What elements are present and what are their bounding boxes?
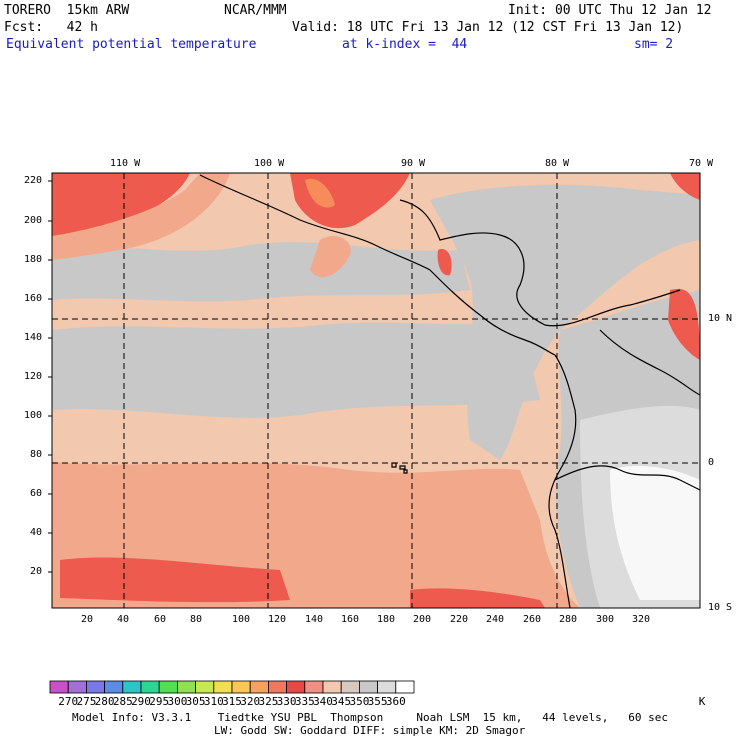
field-name: Equivalent potential temperature — [6, 37, 257, 52]
lat-label-10n: 10 N — [708, 313, 733, 324]
red-band-south — [60, 557, 290, 603]
x-tick: 40 — [117, 614, 130, 625]
valid-time: Valid: 18 UTC Fri 13 Jan 12 (12 CST Fri … — [292, 20, 684, 35]
colorbar-label: 295 — [149, 695, 170, 708]
red-spot-guatemala — [437, 249, 452, 276]
colorbar-label: 290 — [131, 695, 151, 708]
colorbar-label: 300 — [167, 695, 188, 708]
colorbar-label: 350 — [349, 695, 370, 708]
orange-spot-mexico — [305, 178, 335, 208]
y-tick: 140 — [24, 332, 43, 343]
y-tick: 20 — [30, 566, 43, 577]
y-tick: 200 — [24, 215, 43, 226]
y-tick: 40 — [30, 527, 43, 538]
coastline-south-america — [548, 354, 577, 609]
colorbar-label: 345 — [331, 695, 352, 708]
model-title: TORERO 15km ARW — [4, 3, 130, 18]
lon-label-100w: 100 W — [254, 158, 285, 169]
left-ticks — [48, 180, 52, 573]
y-tick: 60 — [30, 488, 43, 499]
y-tick: 80 — [30, 449, 43, 460]
model-info: Model Info: V3.3.1 Tiedtke YSU PBL Thomp… — [72, 711, 669, 724]
forecast-hour: Fcst: 42 h — [4, 20, 98, 35]
colorbar-label: 310 — [203, 695, 224, 708]
y-tick: 120 — [24, 371, 43, 382]
lon-label-110w: 110 W — [110, 158, 141, 169]
x-tick: 60 — [154, 614, 167, 625]
salmon-plume — [310, 235, 351, 278]
coastline-mexico-central-america — [199, 174, 556, 356]
colorbar-label: 330 — [276, 695, 297, 708]
lon-label-90w: 90 W — [401, 158, 426, 169]
red-region-southeast — [410, 588, 545, 608]
x-tick: 100 — [232, 614, 251, 625]
colorbar-label: 340 — [313, 695, 333, 708]
colorbar-label: 315 — [222, 695, 242, 708]
red-spot-north — [670, 173, 700, 200]
init-time: Init: 00 UTC Thu 12 Jan 12 — [508, 3, 712, 18]
coastline-caribbean — [399, 199, 681, 327]
colorbar-label: 285 — [112, 695, 133, 708]
level-info: at k-index = 44 — [342, 37, 468, 52]
colorbar-label: 275 — [76, 695, 97, 708]
x-tick: 260 — [523, 614, 542, 625]
y-tick: 100 — [24, 410, 43, 421]
x-tick: 20 — [81, 614, 94, 625]
x-tick: 200 — [413, 614, 432, 625]
gray-region-east — [430, 184, 700, 460]
x-tick: 80 — [190, 614, 203, 625]
y-tick: 180 — [24, 254, 43, 265]
red-region-caribbean — [668, 288, 700, 360]
y-tick: 220 — [24, 175, 43, 186]
lon-label-70w: 70 W — [689, 158, 714, 169]
colorbar-label: 360 — [385, 695, 406, 708]
colorbar-label: 305 — [185, 695, 206, 708]
x-tick: 320 — [632, 614, 651, 625]
white-region — [610, 465, 700, 600]
x-tick: 240 — [486, 614, 505, 625]
x-tick: 300 — [596, 614, 615, 625]
field-shading — [52, 173, 700, 608]
gray-region-middle — [52, 320, 540, 418]
colorbar-label: 270 — [58, 695, 79, 708]
lat-label-0: 0 — [708, 457, 715, 468]
x-tick: 280 — [559, 614, 578, 625]
red-region-northwest — [52, 173, 190, 236]
border-interior — [599, 329, 701, 396]
physics-info: LW: Godd SW: Goddard DIFF: simple KM: 2D… — [214, 724, 526, 737]
x-tick: 160 — [341, 614, 360, 625]
coastlines — [199, 174, 701, 609]
center-title: NCAR/MMM — [224, 3, 287, 18]
x-tick: 180 — [377, 614, 396, 625]
x-tick: 140 — [305, 614, 324, 625]
colorbar-label: 320 — [240, 695, 261, 708]
x-tick: 120 — [268, 614, 287, 625]
colorbar-label: 355 — [367, 695, 388, 708]
x-tick: 220 — [450, 614, 469, 625]
colorbar-unit: K — [698, 695, 706, 708]
gray-region-north — [52, 242, 470, 302]
lon-label-80w: 80 W — [545, 158, 570, 169]
salmon-region-northwest — [52, 173, 230, 260]
y-tick: 160 — [24, 293, 43, 304]
colorbar-label: 335 — [294, 695, 315, 708]
lat-label-10s: 10 S — [708, 602, 733, 613]
border-andes — [554, 465, 701, 491]
latlon-grid — [52, 173, 700, 608]
map-frame — [51, 172, 701, 609]
colorbar-label: 325 — [258, 695, 279, 708]
smoothing-info: sm= 2 — [634, 37, 674, 52]
colorbar-label: 280 — [94, 695, 115, 708]
